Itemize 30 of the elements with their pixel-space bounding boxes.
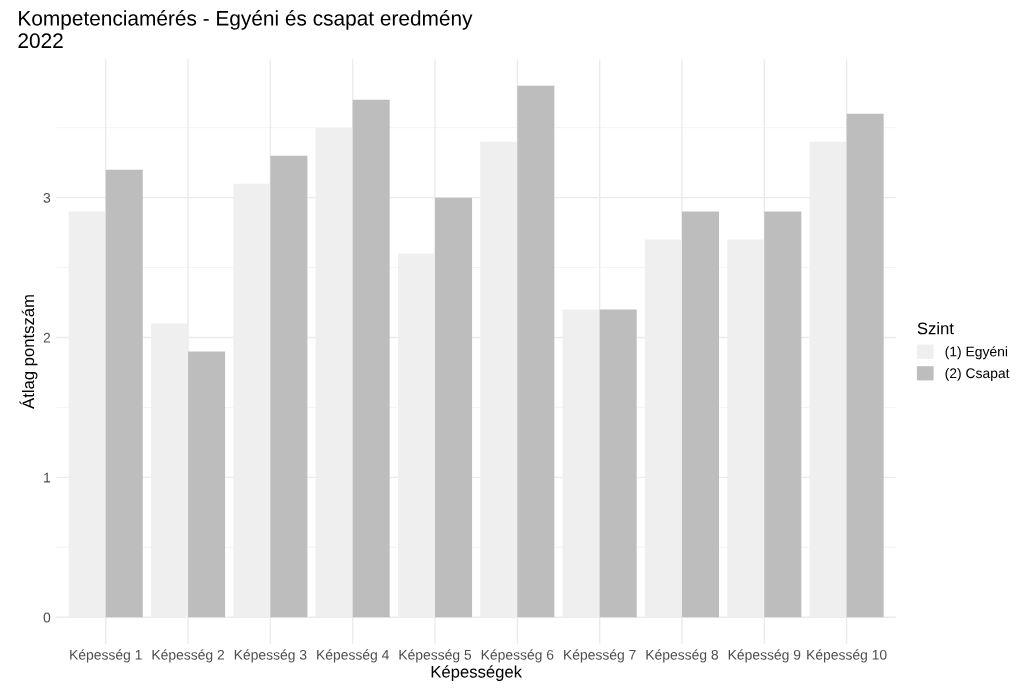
y-tick-label: 1 <box>44 472 51 483</box>
x-tick-label: Képesség 6 <box>481 649 554 663</box>
bar <box>188 351 226 618</box>
bar <box>599 309 637 618</box>
y-axis-title: Átlag pontszám <box>19 295 38 409</box>
x-tick-label: Képesség 9 <box>728 649 801 663</box>
legend-label: (2) Csapat <box>945 367 1010 381</box>
bar <box>517 85 555 618</box>
bar <box>105 169 143 618</box>
chart-title: Kompetenciamérés - Egyéni és csapat eredmény 2022 <box>18 10 473 49</box>
x-tick-label: Képesség 7 <box>564 649 636 663</box>
x-tick-label: Képesség 4 <box>317 649 389 663</box>
x-tick-label: Képesség 3 <box>234 649 307 663</box>
legend-title: Szint <box>917 322 954 335</box>
x-tick-label: Képesség 2 <box>152 649 225 663</box>
x-axis-title: Képességek <box>431 665 523 681</box>
bar <box>270 155 308 618</box>
x-tick-label: Képesség 8 <box>646 649 719 663</box>
bar <box>681 211 720 618</box>
x-tick-label: Képesség 1 <box>70 649 142 663</box>
bar <box>846 113 884 618</box>
bar <box>435 197 473 618</box>
x-tick-label: Képesség 5 <box>399 649 472 663</box>
x-tick-label: Képesség 10 <box>807 649 887 663</box>
legend-label: (1) Egyéni <box>945 346 1008 360</box>
y-tick-label: 0 <box>43 612 51 623</box>
y-tick-label: 3 <box>43 192 51 203</box>
bar <box>352 99 390 618</box>
y-tick-label: 2 <box>43 332 51 343</box>
bar <box>764 211 802 618</box>
